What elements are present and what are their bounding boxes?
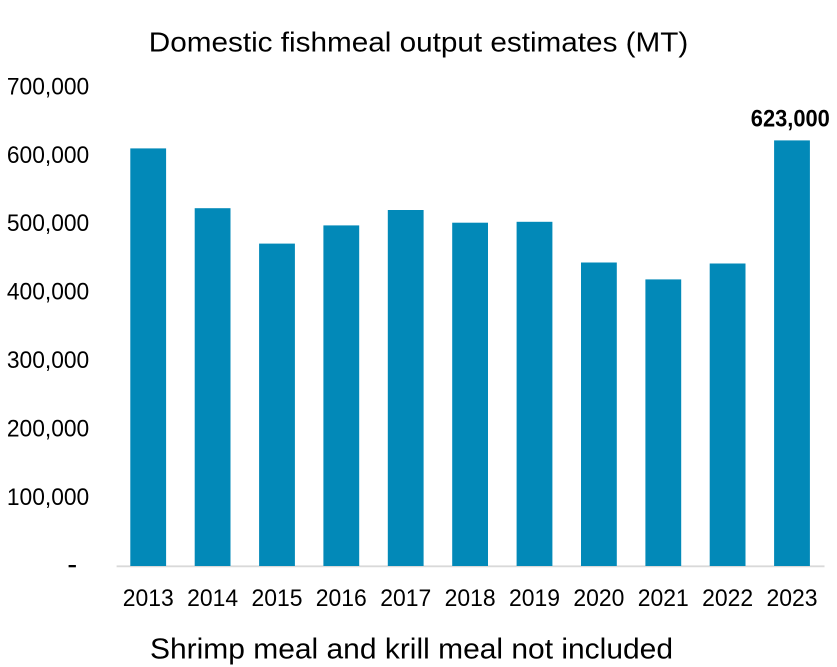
svg-text:300,000: 300,000 [7, 347, 89, 374]
svg-text:2022: 2022 [702, 585, 753, 612]
svg-text:2016: 2016 [316, 585, 367, 612]
svg-text:2018: 2018 [445, 585, 496, 612]
svg-text:2013: 2013 [123, 585, 174, 612]
svg-text:2017: 2017 [380, 585, 431, 612]
svg-text:2015: 2015 [252, 585, 303, 612]
svg-text:Shrimp meal and krill meal not: Shrimp meal and krill meal not included [150, 634, 673, 666]
svg-text:2021: 2021 [638, 585, 689, 612]
svg-text:Domestic fishmeal output estim: Domestic fishmeal output estimates (MT) [149, 27, 689, 58]
svg-text:200,000: 200,000 [7, 415, 89, 442]
svg-text:600,000: 600,000 [7, 142, 89, 169]
svg-text:400,000: 400,000 [7, 279, 89, 306]
svg-text:2020: 2020 [573, 585, 624, 612]
svg-text:500,000: 500,000 [7, 210, 89, 237]
svg-text:700,000: 700,000 [7, 73, 89, 100]
svg-text:2019: 2019 [509, 585, 560, 612]
svg-text:2014: 2014 [187, 585, 238, 612]
svg-text:623,000: 623,000 [751, 105, 830, 132]
svg-text:100,000: 100,000 [7, 484, 89, 511]
svg-text:2023: 2023 [767, 585, 818, 612]
